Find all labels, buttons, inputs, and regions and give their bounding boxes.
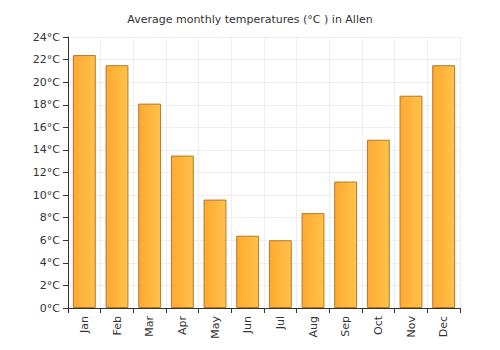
svg-text:22°C: 22°C (33, 53, 60, 66)
svg-text:Aug: Aug (307, 316, 320, 337)
svg-text:Jul: Jul (274, 316, 287, 330)
svg-text:Feb: Feb (111, 316, 124, 335)
svg-text:May: May (209, 316, 222, 339)
svg-text:Jan: Jan (78, 316, 91, 334)
svg-text:0°C: 0°C (40, 302, 60, 315)
svg-text:14°C: 14°C (33, 143, 60, 156)
svg-text:6°C: 6°C (40, 234, 60, 247)
svg-text:16°C: 16°C (33, 121, 60, 134)
svg-text:20°C: 20°C (33, 76, 60, 89)
svg-text:Jun: Jun (241, 316, 254, 334)
svg-text:2°C: 2°C (40, 279, 60, 292)
svg-text:Nov: Nov (405, 316, 418, 338)
svg-text:10°C: 10°C (33, 189, 60, 202)
svg-text:24°C: 24°C (33, 31, 60, 44)
svg-text:Average monthly temperatures (: Average monthly temperatures (°C ) in Al… (127, 13, 372, 26)
svg-text:Mar: Mar (143, 316, 156, 337)
svg-text:Apr: Apr (176, 316, 189, 336)
svg-text:18°C: 18°C (33, 98, 60, 111)
svg-text:Sep: Sep (339, 316, 352, 337)
svg-text:8°C: 8°C (40, 211, 60, 224)
svg-text:Dec: Dec (437, 316, 450, 337)
svg-text:4°C: 4°C (40, 256, 60, 269)
svg-text:Oct: Oct (372, 315, 385, 335)
svg-text:12°C: 12°C (33, 166, 60, 179)
